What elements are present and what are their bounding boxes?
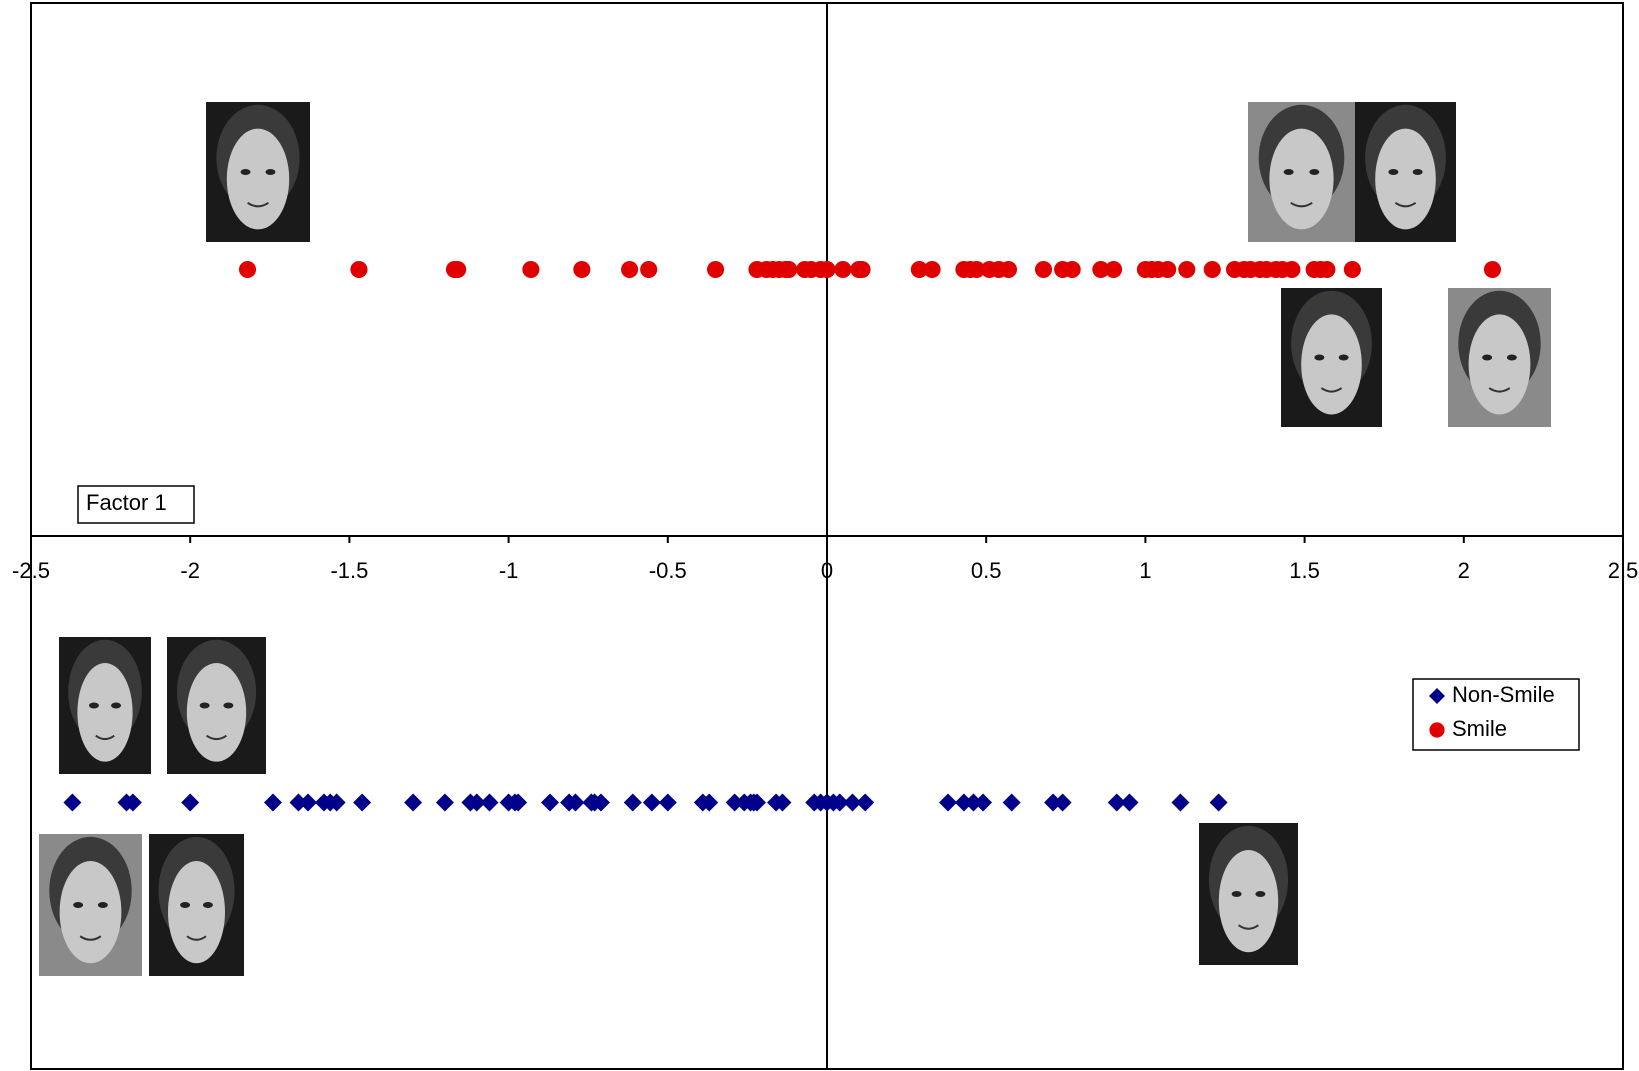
photo-eye bbox=[265, 169, 275, 175]
photo-eye bbox=[1507, 355, 1517, 361]
x-tick-label: 2 bbox=[1458, 558, 1470, 583]
circle-marker bbox=[1000, 261, 1017, 278]
circle-marker bbox=[640, 261, 657, 278]
circle-marker bbox=[818, 261, 835, 278]
photo-face bbox=[1269, 129, 1333, 230]
circle-marker bbox=[350, 261, 367, 278]
photo-eye bbox=[1482, 355, 1492, 361]
photo-eye bbox=[89, 703, 99, 709]
photo-eye bbox=[1388, 169, 1398, 175]
face-photo bbox=[149, 834, 244, 976]
circle-marker bbox=[449, 261, 466, 278]
legend-marker bbox=[1429, 722, 1444, 737]
photo-eye bbox=[1413, 169, 1423, 175]
photo-face bbox=[77, 663, 132, 762]
circle-marker bbox=[780, 261, 797, 278]
x-tick-label: -0.5 bbox=[649, 558, 687, 583]
photo-eye bbox=[1255, 891, 1265, 897]
x-tick-label: 2.5 bbox=[1608, 558, 1639, 583]
x-tick-label: -1.5 bbox=[330, 558, 368, 583]
face-photo bbox=[59, 637, 151, 774]
circle-marker bbox=[707, 261, 724, 278]
circle-marker bbox=[621, 261, 638, 278]
circle-marker bbox=[1318, 261, 1335, 278]
circle-marker bbox=[1064, 261, 1081, 278]
photo-eye bbox=[111, 703, 121, 709]
circle-marker bbox=[522, 261, 539, 278]
photo-eye bbox=[180, 902, 190, 908]
x-tick-label: 1.5 bbox=[1289, 558, 1320, 583]
circle-marker bbox=[239, 261, 256, 278]
page: Factor 1 -2.5 -2 -1.5 -1 -0.5 0 0.5 1 1.5 2 2.5 Non… bbox=[0, 0, 1639, 1071]
circle-marker bbox=[924, 261, 941, 278]
circle-marker bbox=[853, 261, 870, 278]
photo-face bbox=[187, 663, 246, 762]
photo-eye bbox=[241, 169, 251, 175]
circle-marker bbox=[1344, 261, 1361, 278]
photo-face bbox=[1375, 129, 1436, 230]
chart: Factor 1 -2.5 -2 -1.5 -1 -0.5 0 0.5 1 1.5 2 2.5 Non… bbox=[0, 0, 1639, 1071]
legend-label: Smile bbox=[1452, 716, 1507, 741]
photo-eye bbox=[1314, 355, 1324, 361]
photo-eye bbox=[1309, 169, 1319, 175]
face-photo bbox=[1248, 102, 1355, 242]
x-tick-label: 0 bbox=[821, 558, 833, 583]
photo-eye bbox=[1232, 891, 1242, 897]
photo-eye bbox=[1339, 355, 1349, 361]
photo-eye bbox=[1284, 169, 1294, 175]
circle-marker bbox=[834, 261, 851, 278]
circle-marker bbox=[1484, 261, 1501, 278]
photo-face bbox=[227, 129, 289, 230]
face-photo bbox=[1355, 102, 1456, 242]
face-photo bbox=[1199, 823, 1298, 965]
photo-face bbox=[168, 861, 225, 963]
photo-face bbox=[60, 861, 122, 963]
photo-eye bbox=[203, 902, 213, 908]
x-tick-label: 0.5 bbox=[971, 558, 1002, 583]
face-photo bbox=[206, 102, 310, 242]
x-tick-label: -2.5 bbox=[12, 558, 50, 583]
x-tick-label: -2 bbox=[180, 558, 200, 583]
circle-marker bbox=[1204, 261, 1221, 278]
circle-marker bbox=[573, 261, 590, 278]
circle-marker bbox=[1159, 261, 1176, 278]
photo-eye bbox=[200, 703, 210, 709]
circle-marker bbox=[1105, 261, 1122, 278]
photo-eye bbox=[223, 703, 233, 709]
face-photo bbox=[1448, 288, 1551, 427]
face-photo bbox=[167, 637, 266, 774]
face-photo bbox=[39, 834, 142, 976]
photo-face bbox=[1301, 314, 1362, 414]
circle-marker bbox=[1035, 261, 1052, 278]
photo-eye bbox=[73, 902, 83, 908]
legend-label: Non-Smile bbox=[1452, 682, 1555, 707]
photo-face bbox=[1469, 314, 1531, 414]
photo-face bbox=[1219, 850, 1278, 952]
circle-marker bbox=[1283, 261, 1300, 278]
x-tick-label: -1 bbox=[499, 558, 519, 583]
face-photo bbox=[1281, 288, 1382, 427]
axis-label: Factor 1 bbox=[86, 490, 167, 515]
circle-marker bbox=[1178, 261, 1195, 278]
photo-eye bbox=[98, 902, 108, 908]
x-tick-label: 1 bbox=[1139, 558, 1151, 583]
